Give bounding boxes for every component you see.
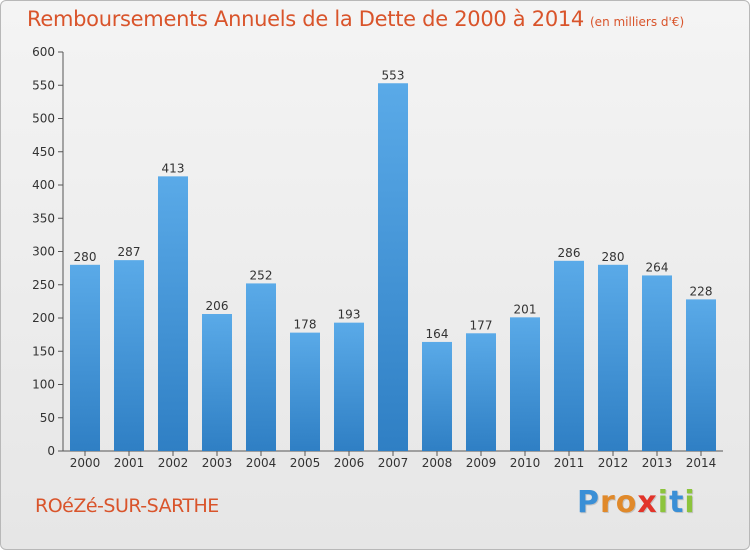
y-tick-label: 400 — [32, 178, 55, 192]
bar-2005 — [290, 332, 320, 451]
x-tick-label-2004: 2004 — [246, 456, 277, 470]
data-label-2008: 164 — [426, 327, 449, 341]
y-tick-label: 350 — [32, 211, 55, 225]
bar-2006 — [334, 322, 364, 451]
bar-2004 — [246, 283, 276, 451]
bar-2000 — [70, 264, 100, 451]
x-tick-label-2000: 2000 — [70, 456, 101, 470]
data-label-2002: 413 — [162, 161, 185, 175]
bar-2014 — [686, 299, 716, 451]
data-labels: 280 287 413 206 252 178 193 553 164 177 201 286 280 2… — [74, 68, 713, 341]
bar-2002 — [158, 176, 188, 452]
logo-letter: P — [577, 485, 600, 520]
data-label-2007: 553 — [382, 68, 405, 82]
logo-letter: r — [600, 485, 616, 520]
bars — [70, 83, 716, 452]
bar-2007 — [378, 83, 408, 451]
bar-2011 — [554, 260, 584, 451]
x-tick-label-2007: 2007 — [378, 456, 409, 470]
x-tick-label-2009: 2009 — [466, 456, 497, 470]
x-tick-label-2002: 2002 — [158, 456, 189, 470]
proxiti-logo: Proxiti — [577, 485, 696, 520]
x-tick-label-2013: 2013 — [642, 456, 673, 470]
chart-title-text: Remboursements Annuels de la Dette de 20… — [27, 7, 584, 31]
chart-unit: (en milliers d'€) — [590, 15, 685, 29]
bar-2013 — [642, 275, 672, 451]
logo-letter: t — [669, 485, 685, 520]
data-label-2006: 193 — [338, 308, 361, 322]
y-tick-label: 550 — [32, 78, 55, 92]
axes: 0 50 100 150 200 250 300 350 400 450 500 550 600 2000… — [32, 45, 723, 470]
y-tick-label: 300 — [32, 245, 55, 259]
y-tick-label: 50 — [40, 411, 55, 425]
data-label-2012: 280 — [602, 250, 625, 264]
data-label-2014: 228 — [690, 284, 713, 298]
x-tick-label-2008: 2008 — [422, 456, 453, 470]
x-tick-label-2003: 2003 — [202, 456, 233, 470]
bar-2010 — [510, 317, 540, 451]
data-label-2004: 252 — [250, 268, 273, 282]
x-tick-label-2010: 2010 — [510, 456, 541, 470]
x-tick-label-2011: 2011 — [554, 456, 585, 470]
data-label-2000: 280 — [74, 250, 97, 264]
logo-letter: x — [637, 485, 658, 520]
y-tick-label: 200 — [32, 311, 55, 325]
bar-2012 — [598, 264, 628, 451]
y-tick-label: 100 — [32, 378, 55, 392]
logo-letter: o — [615, 485, 638, 520]
y-tick-label: 0 — [47, 444, 55, 458]
data-label-2009: 177 — [470, 318, 493, 332]
data-label-2010: 201 — [514, 302, 537, 316]
y-tick-label: 250 — [32, 278, 55, 292]
y-tick-label: 150 — [32, 344, 55, 358]
x-tick-label-2012: 2012 — [598, 456, 629, 470]
x-tick-label-2006: 2006 — [334, 456, 365, 470]
commune-name: ROéZé-SUR-SARTHE — [35, 495, 219, 517]
bar-2001 — [114, 260, 144, 451]
bar-2008 — [422, 341, 452, 451]
y-tick-label: 450 — [32, 145, 55, 159]
logo-letter: i — [657, 485, 670, 520]
data-label-2003: 206 — [206, 299, 229, 313]
x-tick-label-2001: 2001 — [114, 456, 145, 470]
data-label-2013: 264 — [646, 260, 669, 274]
y-tick-label: 600 — [32, 45, 55, 59]
data-label-2001: 287 — [118, 245, 141, 259]
chart-title: Remboursements Annuels de la Dette de 20… — [27, 7, 684, 31]
y-tick-label: 500 — [32, 112, 55, 126]
logo-letter: i — [684, 485, 696, 520]
data-label-2005: 178 — [294, 318, 317, 332]
x-tick-label-2005: 2005 — [290, 456, 321, 470]
data-label-2011: 286 — [558, 246, 581, 260]
x-tick-label-2014: 2014 — [686, 456, 717, 470]
bar-2009 — [466, 333, 496, 451]
bar-2003 — [202, 314, 232, 451]
